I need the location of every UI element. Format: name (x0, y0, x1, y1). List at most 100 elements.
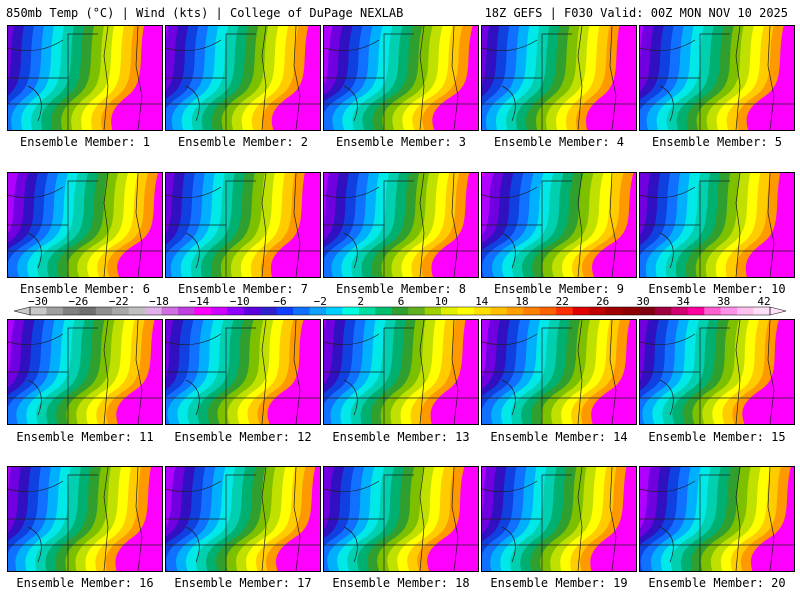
ensemble-member-label: Ensemble Member: 8 (335, 282, 467, 296)
temp-band (324, 173, 330, 222)
state-border-line (482, 103, 543, 130)
state-border-line (501, 232, 516, 269)
state-border-line (419, 320, 425, 424)
state-border-line (324, 544, 385, 571)
temperature-map-1 (8, 26, 162, 130)
colorbar-swatch (79, 307, 97, 315)
state-border-line (27, 85, 42, 122)
temp-band (640, 467, 651, 529)
colorbar-tick-label: −22 (109, 297, 129, 308)
ensemble-panel-7 (165, 172, 321, 278)
colorbar-tick-label: 2 (357, 297, 364, 308)
colorbar-left-arrow (13, 306, 31, 316)
colorbar-swatch (276, 307, 294, 315)
state-border-line (640, 518, 794, 546)
colorbar-swatch (243, 307, 261, 315)
state-border-line (482, 250, 543, 277)
temp-band (640, 173, 651, 236)
state-border-line (609, 26, 617, 130)
state-border-line (166, 371, 320, 399)
state-border-line (8, 224, 162, 252)
state-border-line (225, 474, 256, 519)
state-border-line (261, 173, 267, 277)
state-border-line (577, 467, 583, 571)
temperature-map-3 (324, 26, 478, 130)
state-border-line (419, 467, 425, 571)
colorbar-swatch (309, 307, 327, 315)
colorbar-tick-label: 22 (556, 297, 569, 308)
colorbar-swatch (704, 307, 722, 315)
temp-band (8, 467, 12, 498)
state-border-line (8, 186, 64, 198)
state-border-line (577, 26, 583, 130)
state-border-line (767, 173, 775, 277)
ensemble-panel-3 (323, 25, 479, 131)
ensemble-panel-10 (639, 172, 795, 278)
state-border-line (166, 224, 320, 252)
state-border-line (166, 518, 320, 546)
state-border-line (67, 474, 98, 519)
colorbar-swatch (572, 307, 590, 315)
colorbar-swatch (539, 307, 557, 315)
ensemble-panel-14 (481, 319, 637, 425)
colorbar-swatch (62, 307, 80, 315)
state-border-line (699, 327, 730, 372)
colorbar-swatch (145, 307, 163, 315)
colorbar-tick-label: −30 (28, 297, 48, 308)
state-border-line (185, 379, 200, 416)
state-border-line (640, 480, 696, 492)
ensemble-panel-9 (481, 172, 637, 278)
colorbar-tick-label: −2 (314, 297, 327, 308)
state-border-line (324, 480, 380, 492)
colorbar-tick-label: 26 (596, 297, 609, 308)
state-border-line (541, 327, 572, 372)
colorbar-tick-label: 6 (398, 297, 405, 308)
state-border-line (419, 173, 425, 277)
temp-band (8, 467, 22, 533)
state-border-line (659, 85, 674, 122)
ensemble-panel-12 (165, 319, 321, 425)
colorbar-swatch (737, 307, 755, 315)
header-title-left: 850mb Temp (°C) | Wind (kts) | College o… (6, 6, 404, 20)
temp-band (482, 320, 491, 377)
state-border-line (482, 544, 543, 571)
state-border-line (735, 26, 741, 130)
ensemble-panel-4 (481, 25, 637, 131)
state-border-line (482, 39, 538, 51)
state-border-line (640, 371, 794, 399)
state-border-line (293, 173, 301, 277)
colorbar-swatch (474, 307, 492, 315)
ensemble-panel-8 (323, 172, 479, 278)
colorbar-swatch (178, 307, 196, 315)
ensemble-member-label: Ensemble Member: 12 (174, 430, 312, 444)
colorbar-swatch (293, 307, 311, 315)
state-border-line (383, 33, 414, 78)
ensemble-panel-5 (639, 25, 795, 131)
state-border-line (225, 327, 256, 372)
state-border-line (640, 77, 794, 105)
temperature-map-19 (482, 467, 636, 571)
state-border-line (166, 103, 227, 130)
state-border-line (699, 33, 730, 78)
state-border-line (67, 180, 98, 225)
colorbar-swatch (720, 307, 738, 315)
state-border-line (640, 39, 696, 51)
colorbar-right-arrow (769, 306, 787, 316)
state-border-line (735, 320, 741, 424)
ensemble-member-label: Ensemble Member: 6 (19, 282, 151, 296)
colorbar-swatch (194, 307, 212, 315)
ensemble-panel-15 (639, 319, 795, 425)
state-border-line (451, 320, 459, 424)
colorbar-swatch (128, 307, 146, 315)
state-border-line (609, 467, 617, 571)
state-border-line (577, 320, 583, 424)
state-border-line (166, 250, 227, 277)
temperature-map-18 (324, 467, 478, 571)
colorbar-swatch (408, 307, 426, 315)
colorbar-tick-label: 38 (717, 297, 730, 308)
temp-band (324, 173, 340, 240)
state-border-line (699, 474, 730, 519)
colorbar-swatch (589, 307, 607, 315)
state-border-line (419, 26, 425, 130)
temperature-map-20 (640, 467, 794, 571)
